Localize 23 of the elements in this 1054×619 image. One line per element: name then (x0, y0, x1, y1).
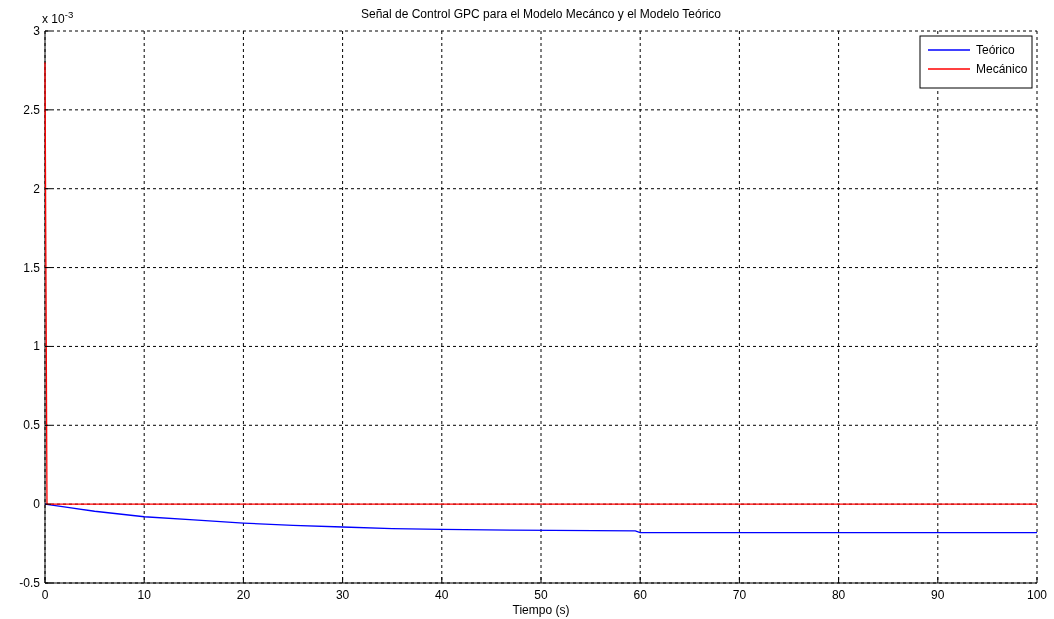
x-tick-label: 10 (137, 588, 152, 602)
x-tick-label: 60 (633, 588, 648, 602)
chart-title: Señal de Control GPC para el Modelo Mecánco y el Modelo Teórico (361, 7, 722, 21)
x-tick-label: 40 (435, 588, 449, 602)
x-tick-label: 100 (1026, 588, 1048, 602)
x-axis-title: Tiempo (s) (512, 603, 570, 617)
x-tick-label: 50 (534, 588, 548, 602)
x-tick-label: 80 (831, 588, 846, 602)
x-tick-label: 30 (335, 588, 350, 602)
text: x 10$^{-3}$ (42, 8, 74, 26)
y-tick-label: -0.5 (19, 576, 41, 590)
y-tick-label: 0.5 (23, 418, 41, 433)
legend-label: Teórico (976, 43, 1016, 57)
y-tick-label: 1 (33, 339, 41, 354)
x-tick-label: 20 (236, 588, 251, 602)
y-tick-label: 2.5 (23, 102, 41, 117)
x-tick-label: 90 (931, 588, 945, 602)
y-tick-label: 1.5 (23, 260, 41, 275)
legend-label: Mecánico (976, 62, 1028, 76)
x-tick-label: 70 (732, 588, 747, 602)
y-tick-label: 0 (33, 497, 41, 512)
y-tick-label: 3 (33, 24, 41, 38)
y-tick-label: 2 (33, 181, 41, 196)
